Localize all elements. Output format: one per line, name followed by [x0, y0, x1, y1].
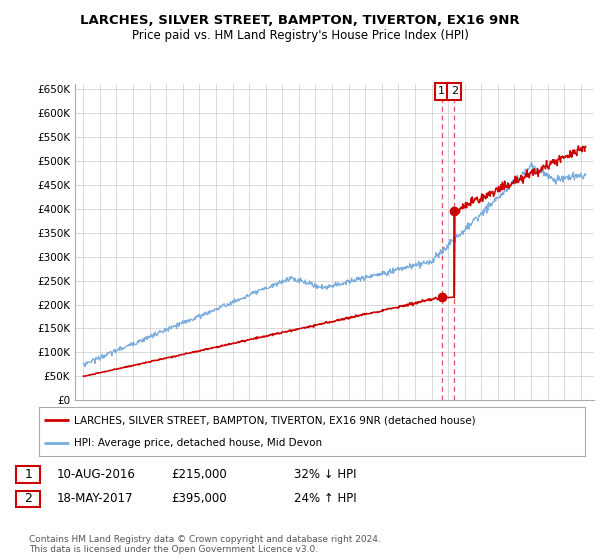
Text: 1: 1 [24, 468, 32, 482]
Text: 2: 2 [24, 492, 32, 506]
Text: LARCHES, SILVER STREET, BAMPTON, TIVERTON, EX16 9NR: LARCHES, SILVER STREET, BAMPTON, TIVERTO… [80, 14, 520, 27]
Text: 10-AUG-2016: 10-AUG-2016 [57, 468, 136, 482]
Text: 18-MAY-2017: 18-MAY-2017 [57, 492, 133, 506]
Text: HPI: Average price, detached house, Mid Devon: HPI: Average price, detached house, Mid … [74, 438, 323, 448]
Text: 2: 2 [451, 86, 458, 96]
Text: 24% ↑ HPI: 24% ↑ HPI [294, 492, 356, 506]
Text: £395,000: £395,000 [171, 492, 227, 506]
Text: Price paid vs. HM Land Registry's House Price Index (HPI): Price paid vs. HM Land Registry's House … [131, 29, 469, 42]
Text: Contains HM Land Registry data © Crown copyright and database right 2024.
This d: Contains HM Land Registry data © Crown c… [29, 535, 380, 554]
Text: £215,000: £215,000 [171, 468, 227, 482]
Text: 32% ↓ HPI: 32% ↓ HPI [294, 468, 356, 482]
Text: LARCHES, SILVER STREET, BAMPTON, TIVERTON, EX16 9NR (detached house): LARCHES, SILVER STREET, BAMPTON, TIVERTO… [74, 416, 476, 426]
Text: 1: 1 [438, 86, 445, 96]
